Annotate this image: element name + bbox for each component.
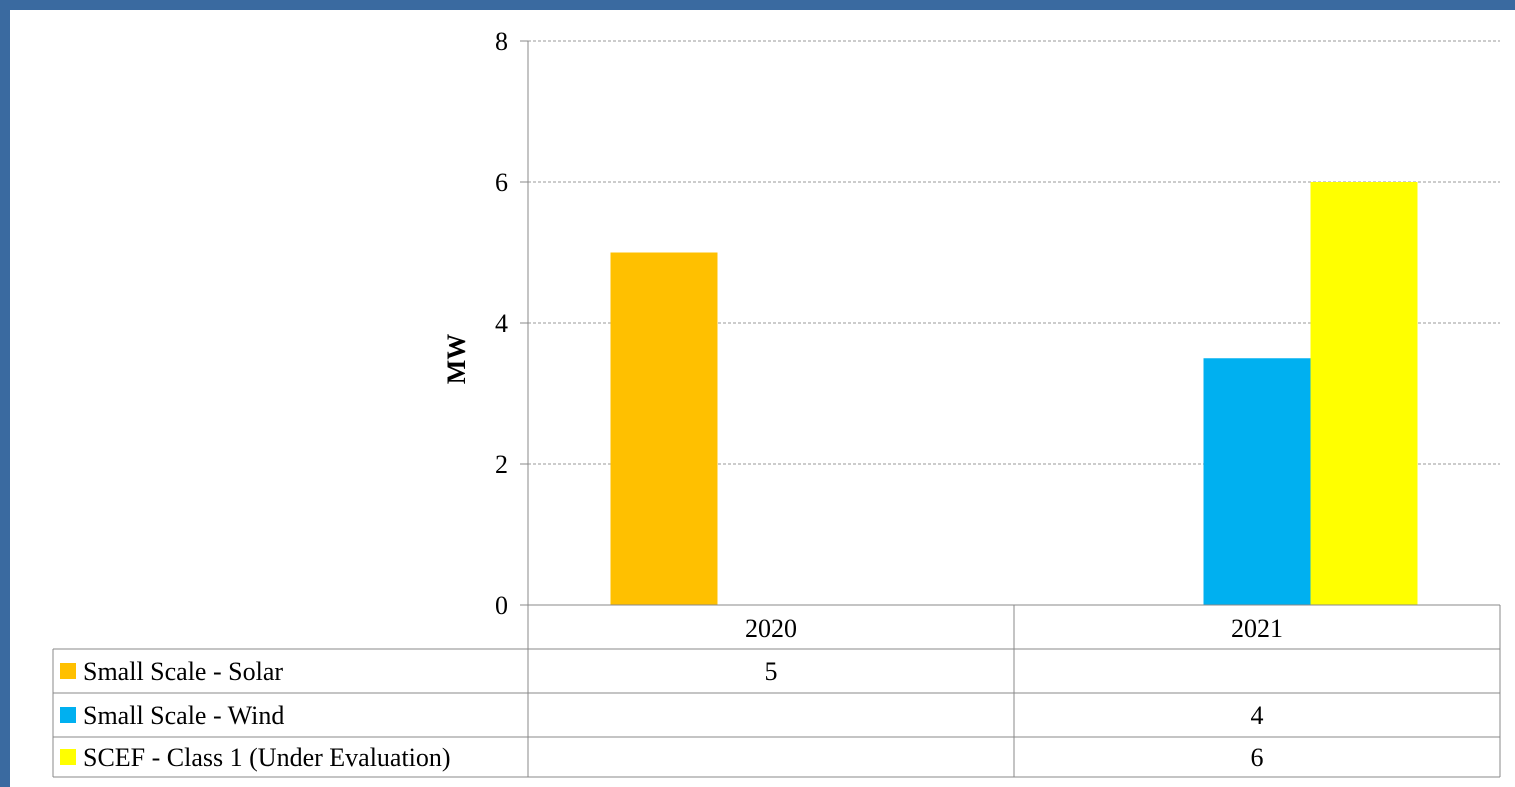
legend-key [60, 749, 76, 765]
y-tick-label: 2 [495, 450, 508, 479]
bar-2020-0 [610, 252, 718, 605]
bars [610, 182, 1418, 605]
bar-2021-2 [1310, 182, 1418, 605]
legend-label: SCEF - Class 1 (Under Evaluation) [83, 743, 451, 772]
y-tick-label: 8 [495, 27, 508, 56]
chart-frame: 0 2 4 6 8 MW 2020 2021 Small Scale - Solar 5 Sma… [10, 10, 1515, 787]
legend-key [60, 663, 76, 679]
y-axis-title: MW [442, 334, 471, 385]
y-tick-label: 0 [495, 591, 508, 620]
y-tick-label: 6 [495, 168, 508, 197]
bar-2021-1 [1203, 358, 1311, 605]
legend-label: Small Scale - Solar [83, 657, 283, 686]
y-tick-labels: 0 2 4 6 8 [495, 27, 528, 620]
data-table-value: 4 [1251, 701, 1264, 730]
data-table: 2020 2021 Small Scale - Solar 5 Small Scale … [52, 604, 1501, 778]
data-table-value: 5 [765, 657, 778, 686]
data-table-value: 6 [1251, 743, 1264, 772]
x-category-label: 2020 [745, 614, 797, 643]
legend-key [60, 707, 76, 723]
bar-chart: 0 2 4 6 8 MW 2020 2021 Small Scale - Solar 5 Sma… [52, 27, 1501, 778]
x-category-label: 2021 [1231, 614, 1283, 643]
legend-label: Small Scale - Wind [83, 701, 284, 730]
y-tick-label: 4 [495, 309, 508, 338]
